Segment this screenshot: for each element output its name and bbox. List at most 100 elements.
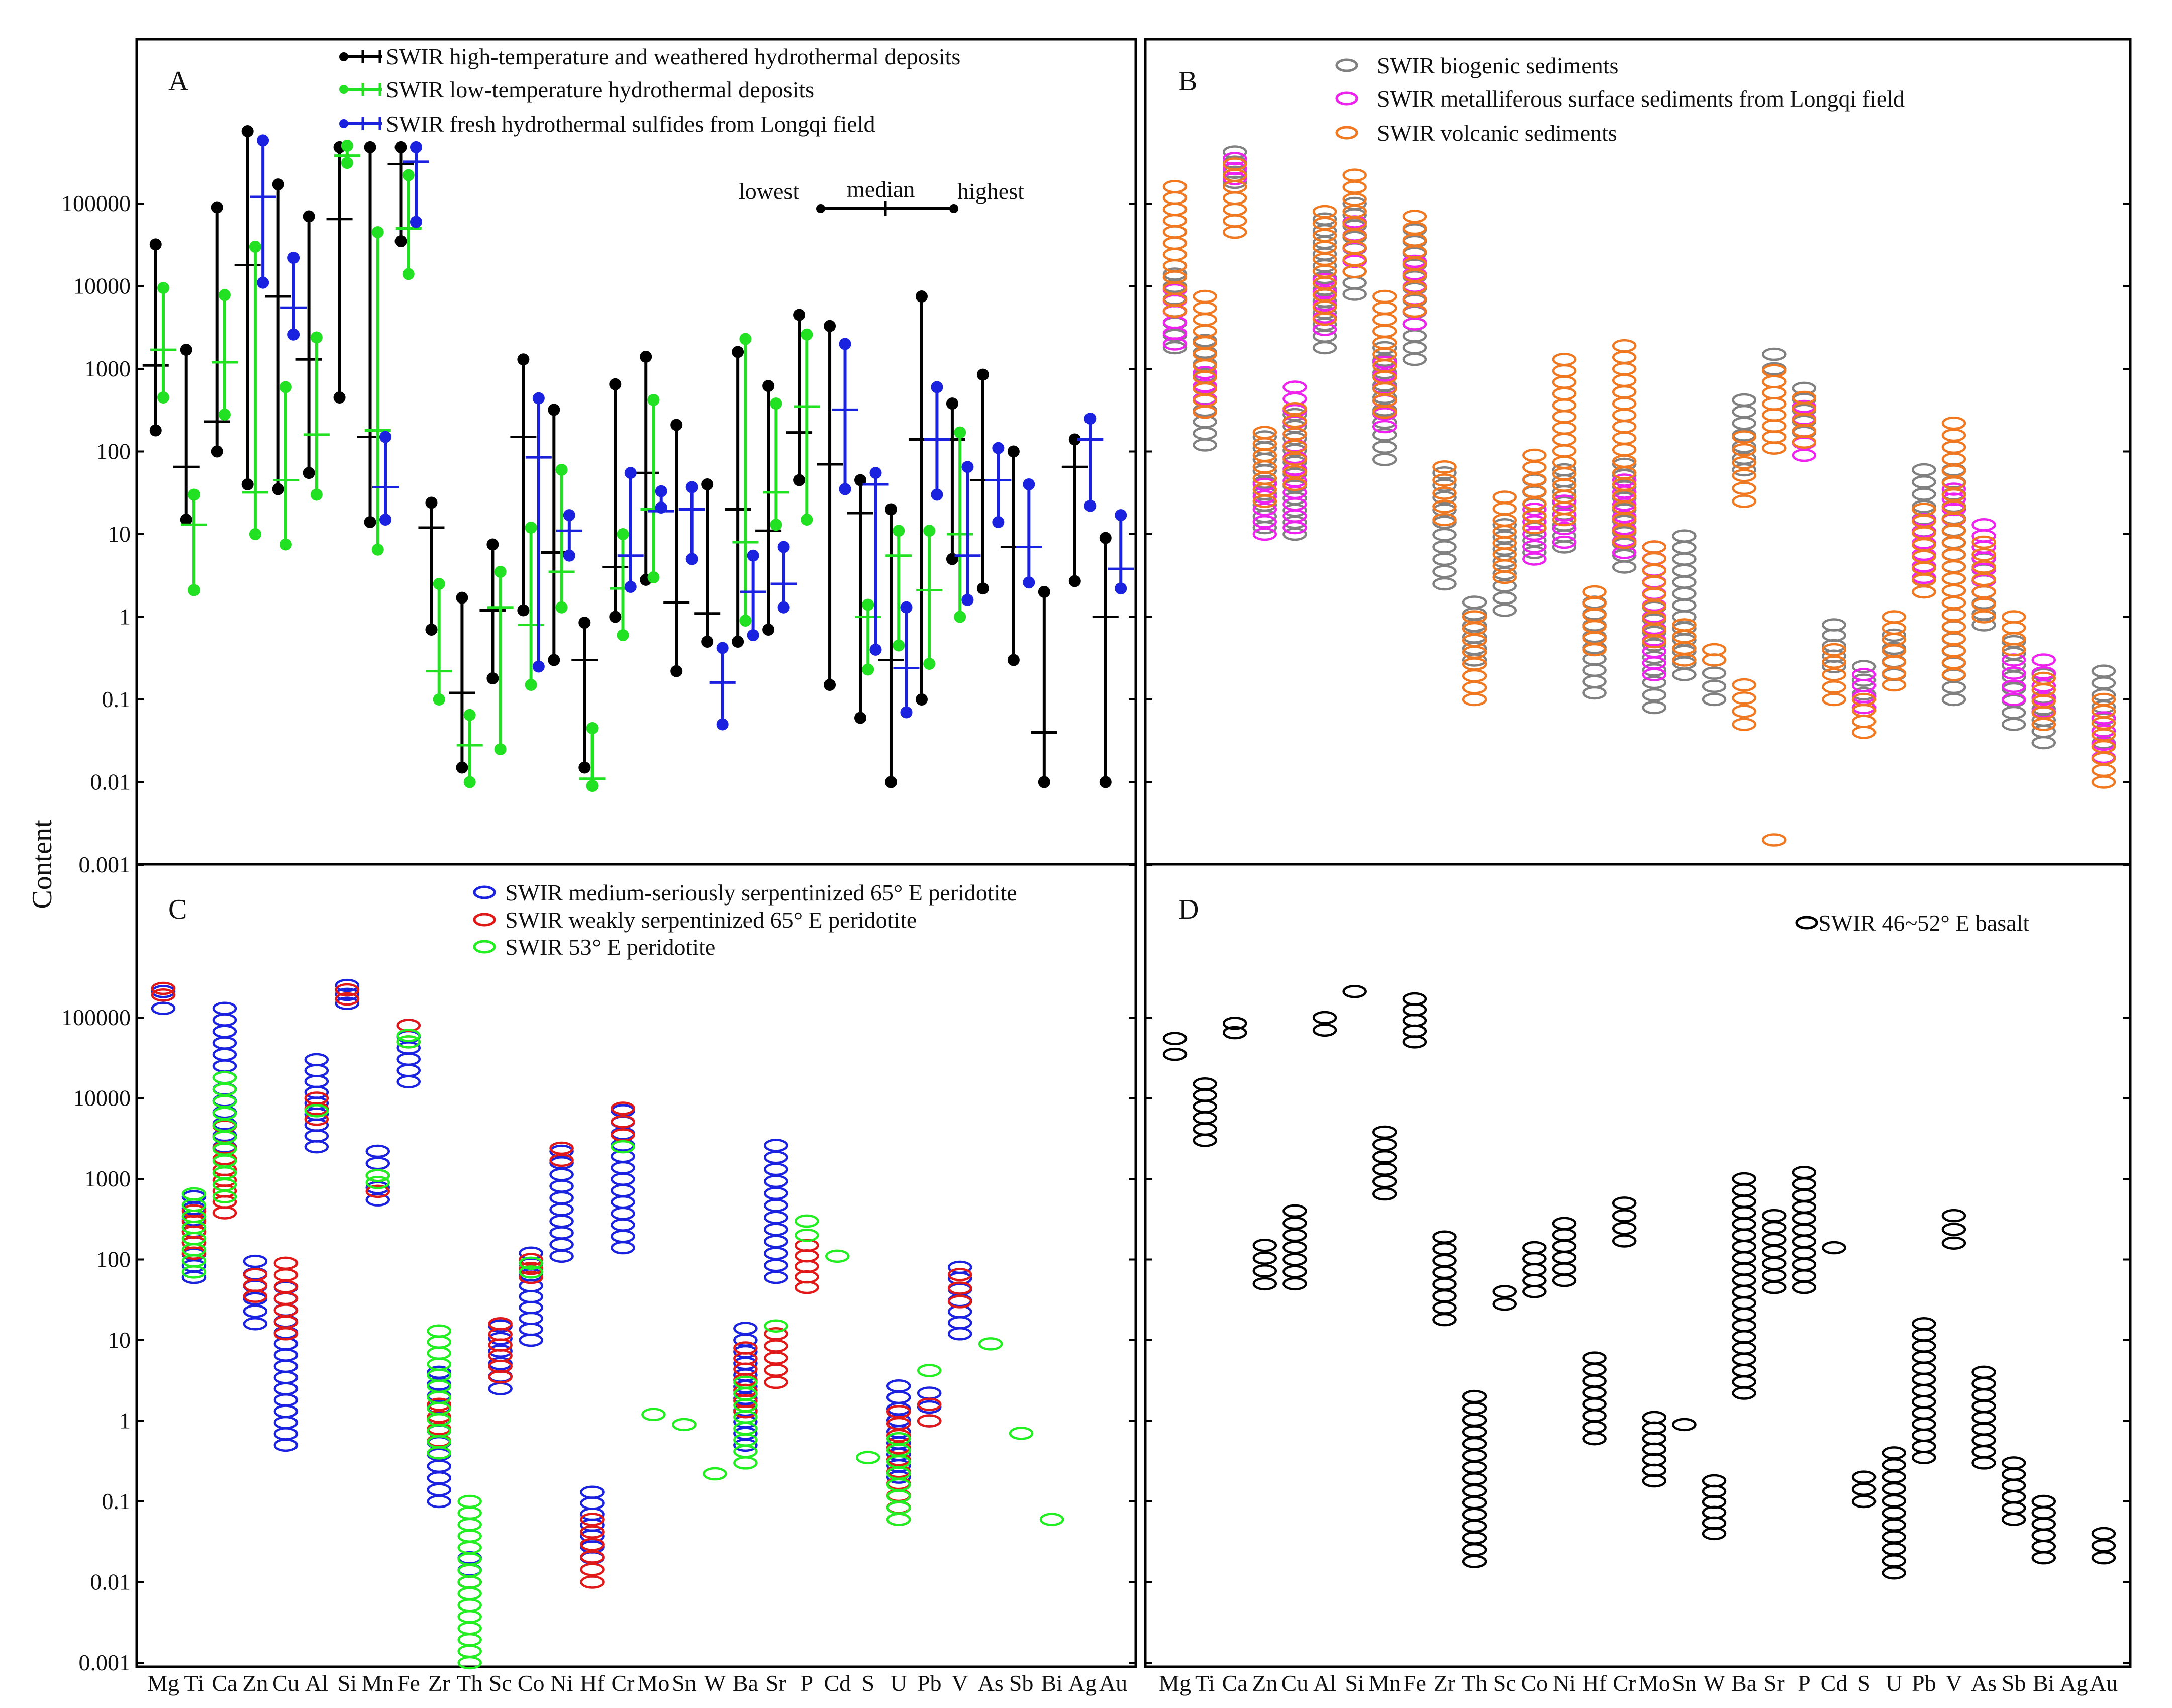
y-tick-label: 0.001	[79, 1650, 131, 1675]
data-point	[1222, 1017, 1247, 1030]
x-tick-label: Cd	[824, 1670, 851, 1696]
data-point	[1492, 567, 1517, 580]
x-tick-label: Au	[1099, 1670, 1127, 1696]
x-tick-label: Cu	[272, 1670, 300, 1696]
data-point	[1732, 1352, 1756, 1366]
data-point	[764, 1162, 788, 1176]
range-low-point	[586, 780, 599, 792]
x-tick-label: Cr	[612, 1670, 635, 1696]
data-point	[1612, 431, 1637, 445]
data-point	[457, 1518, 482, 1532]
data-point	[1971, 597, 1996, 611]
data-point	[1432, 577, 1457, 591]
data-point	[1732, 718, 1756, 731]
data-point	[1432, 1277, 1457, 1291]
data-point	[2091, 664, 2116, 678]
range-high-point	[433, 578, 445, 590]
data-point	[1971, 518, 1996, 532]
range-low-point	[272, 483, 284, 495]
data-point	[764, 1211, 788, 1224]
data-point	[151, 988, 176, 1002]
data-point	[549, 1144, 574, 1158]
x-tick-label: Ti	[184, 1670, 204, 1696]
x-tick-label: Cu	[1281, 1670, 1309, 1696]
data-point	[457, 1506, 482, 1520]
data-point	[672, 1418, 697, 1432]
data-point	[1522, 503, 1547, 516]
data-point	[1732, 1375, 1756, 1389]
data-point	[1971, 560, 1996, 574]
range-high-point	[923, 525, 936, 537]
data-point	[1732, 705, 1756, 718]
data-point	[212, 1071, 237, 1084]
data-point	[1582, 686, 1607, 700]
data-point	[1822, 618, 1846, 632]
legend-a: SWIR high-temperature and weathered hydr…	[339, 44, 1024, 216]
data-point	[243, 1317, 268, 1331]
range-low-point	[456, 761, 468, 774]
data-point	[1612, 1196, 1637, 1210]
data-point	[1162, 248, 1188, 261]
data-point	[1252, 515, 1277, 529]
data-point	[1432, 466, 1457, 480]
data-point	[1762, 1257, 1787, 1270]
data-point	[1432, 565, 1457, 578]
data-point	[1342, 196, 1367, 211]
x-tick-label: Th	[1462, 1670, 1488, 1696]
data-point	[580, 1575, 605, 1589]
data-point	[1732, 1330, 1756, 1344]
data-point	[856, 1451, 880, 1464]
data-point	[1193, 427, 1217, 440]
x-tick-label: V	[952, 1670, 968, 1696]
data-point	[1252, 1238, 1277, 1252]
data-point	[273, 1348, 299, 1362]
range-high-point	[976, 368, 989, 381]
data-point	[1162, 1032, 1188, 1045]
range-low-point	[824, 679, 836, 691]
range-high-point	[716, 642, 729, 654]
x-tick-label: Si	[338, 1670, 357, 1696]
y-tick-label: 10	[108, 1327, 131, 1353]
data-point	[764, 1247, 788, 1260]
data-point	[1732, 417, 1756, 430]
data-point	[1522, 1285, 1547, 1298]
data-point	[1971, 1434, 1996, 1447]
data-point	[1971, 535, 1996, 549]
range-low-point	[931, 488, 943, 501]
range-low-point	[532, 660, 545, 673]
range-low-point	[624, 580, 637, 593]
data-point	[580, 1496, 605, 1510]
range-low-point	[1115, 582, 1127, 595]
range-high-point	[532, 392, 545, 405]
data-point	[2091, 763, 2116, 777]
x-tick-label: W	[1703, 1670, 1725, 1696]
data-point	[1462, 1555, 1487, 1568]
range-high-point	[946, 397, 958, 410]
data-point	[1582, 675, 1607, 688]
data-point	[1282, 1277, 1307, 1291]
data-point	[1732, 456, 1756, 469]
data-point	[611, 1230, 635, 1243]
range-low-point	[647, 571, 660, 584]
data-point	[1462, 681, 1487, 694]
data-point	[1402, 329, 1427, 343]
data-point	[1462, 1389, 1487, 1403]
range-low-point	[1068, 575, 1081, 587]
data-point	[1492, 501, 1517, 516]
data-point	[1732, 1285, 1756, 1298]
data-point	[212, 1025, 237, 1038]
range-high-point	[149, 238, 162, 251]
data-point	[151, 985, 176, 998]
data-point	[1941, 596, 1966, 610]
range-high-point	[770, 397, 782, 410]
data-point	[1732, 1183, 1756, 1197]
data-point	[641, 1408, 666, 1422]
data-point	[1642, 1453, 1667, 1467]
data-point	[1402, 992, 1427, 1006]
range-high-point	[893, 525, 905, 537]
data-point	[733, 1456, 758, 1470]
range-high-point	[241, 125, 254, 138]
data-point	[335, 978, 360, 992]
data-point	[396, 1075, 421, 1088]
x-tick-label: Pb	[1912, 1670, 1936, 1696]
